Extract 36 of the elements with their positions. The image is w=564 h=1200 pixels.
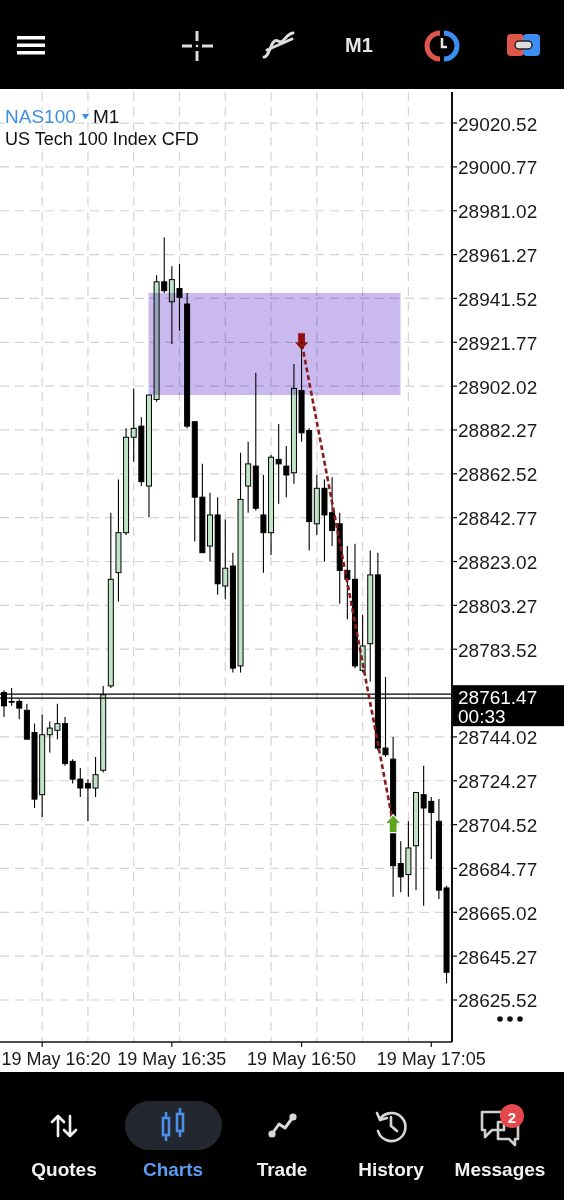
x-tick-label: 19 May 16:35 [117,1049,227,1069]
y-tick-label: 28862.52 [458,464,538,486]
y-tick-label: 28625.52 [458,990,538,1012]
text: 2 [507,1108,517,1126]
y-tick-label: 28981.02 [458,201,538,223]
text: History [358,1159,425,1180]
y-tick-label: 28941.52 [458,288,538,310]
y-tick-label: 28803.27 [458,595,538,617]
y-tick-label: 28665.02 [458,902,538,924]
annotation: M1 [93,106,120,127]
y-tick-label: 28921.77 [458,332,538,354]
y-tick-label: 29000.77 [458,157,538,179]
x-tick-label: 19 May 16:50 [247,1049,357,1069]
text: NAS100 [5,106,76,127]
y-tick-label: 28704.52 [458,815,538,837]
y-tick-label: 28645.27 [458,946,538,968]
y-tick-label: 28882.27 [458,420,538,442]
x-tick-label: 19 May 17:05 [376,1049,486,1069]
y-tick-label: 28842.77 [458,508,538,530]
text: Messages [454,1159,546,1180]
y-tick-label: 28783.52 [458,639,538,661]
y-tick-label: 28744.02 [458,727,538,749]
text: M1 [345,34,373,56]
y-tick-label: 28961.27 [458,245,538,267]
y-tick-label: 28823.02 [458,552,538,574]
y-tick-label: 28724.27 [458,771,538,793]
y-tick-label: 29020.52 [458,113,538,135]
text: Quotes [31,1159,97,1180]
text: Trade [256,1159,308,1180]
x-tick-label: 19 May 16:20 [1,1049,111,1069]
text: US Tech 100 Index CFD [5,129,199,149]
text: Charts [142,1159,204,1180]
y-tick-label: 28684.77 [458,858,538,880]
ref-line-label: 28761.47 [458,686,538,708]
text: 00:33 [458,705,506,727]
y-tick-label: 28902.02 [458,376,538,398]
